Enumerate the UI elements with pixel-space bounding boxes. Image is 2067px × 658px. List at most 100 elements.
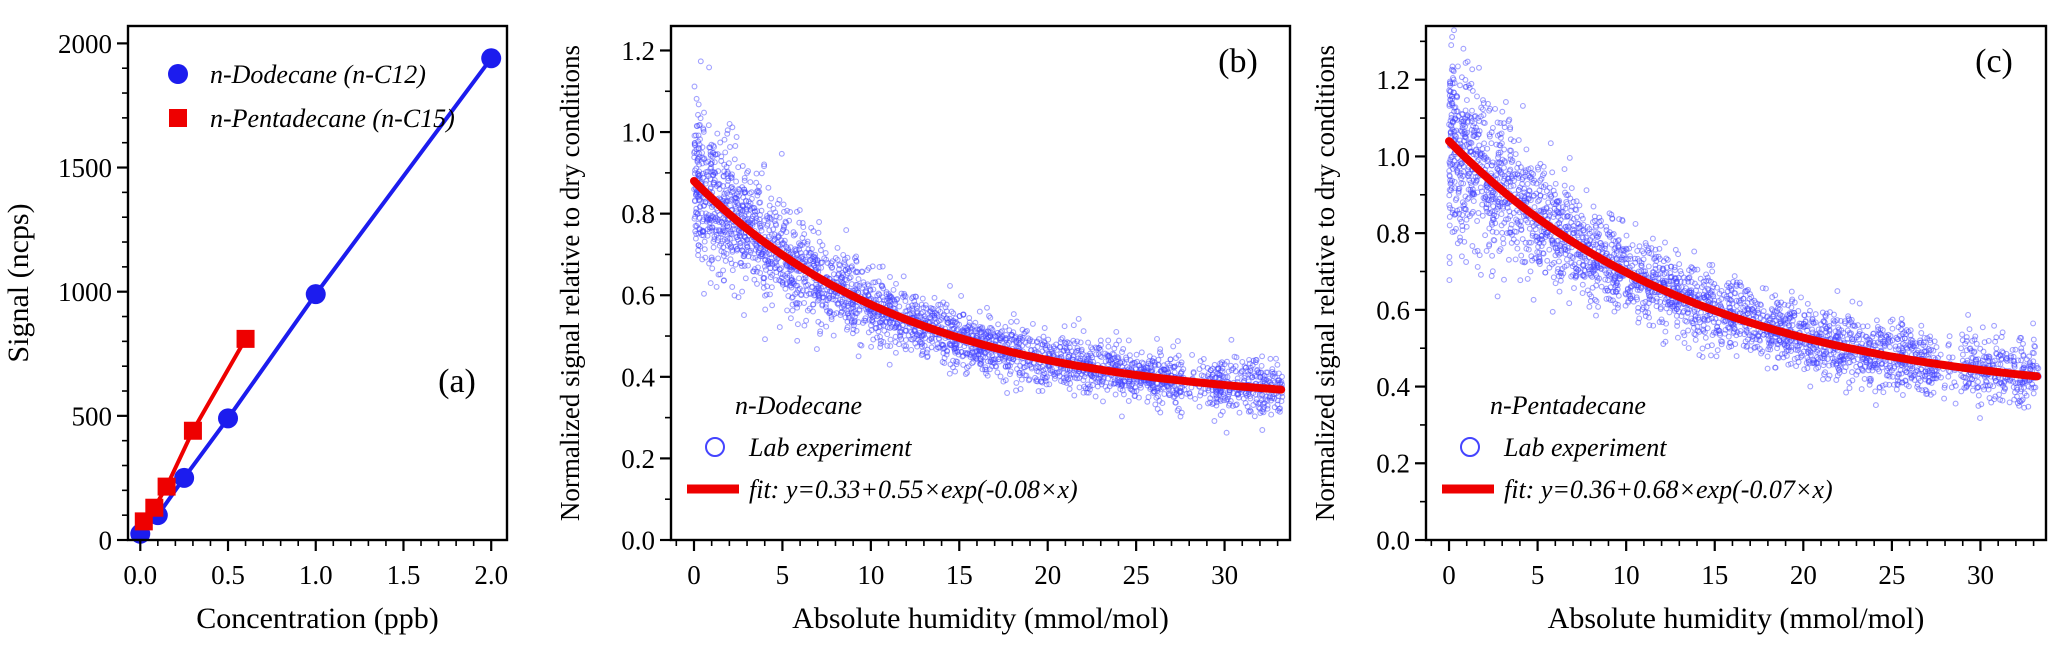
data-point <box>830 271 837 278</box>
data-point <box>1672 267 1678 273</box>
data-point <box>1501 157 1508 164</box>
data-point <box>1249 362 1256 369</box>
data-point <box>1232 402 1239 409</box>
data-point <box>729 284 736 290</box>
data-point <box>1854 322 1861 329</box>
data-point <box>1211 361 1218 368</box>
data-point <box>731 292 738 299</box>
data-point <box>992 363 999 369</box>
data-point <box>1986 395 1993 401</box>
data-point <box>2010 353 2017 360</box>
data-point <box>1479 212 1486 219</box>
data-point <box>760 274 767 281</box>
data-point <box>919 309 926 316</box>
data-point <box>1494 165 1501 172</box>
data-point <box>1529 232 1536 239</box>
data-point <box>801 300 808 306</box>
data-point <box>884 324 891 331</box>
data-point <box>868 343 875 350</box>
data-point <box>1924 390 1931 397</box>
data-point <box>1662 338 1669 345</box>
data-point <box>701 155 708 162</box>
data-point <box>1008 318 1015 325</box>
data-point <box>1080 377 1087 384</box>
data-point <box>1699 345 1706 352</box>
data-point <box>901 342 908 349</box>
data-point <box>964 369 970 376</box>
data-point <box>761 217 768 224</box>
data-point <box>810 301 817 308</box>
data-point <box>1718 341 1725 348</box>
data-point <box>731 201 738 208</box>
data-point <box>1145 394 1152 401</box>
data-point <box>864 281 871 288</box>
calibration-series <box>130 48 502 544</box>
data-point <box>1892 346 1899 353</box>
data-point <box>1886 344 1893 350</box>
data-point <box>692 228 699 235</box>
data-point <box>1589 284 1596 291</box>
data-point <box>1941 384 1948 391</box>
data-point <box>692 167 698 174</box>
data-point <box>1981 354 1988 360</box>
data-point <box>850 304 857 311</box>
data-point <box>747 249 754 256</box>
data-point <box>1205 400 1211 407</box>
data-point <box>982 364 989 371</box>
data-point <box>1464 172 1471 179</box>
data-point <box>760 284 767 291</box>
data-point <box>1632 220 1639 227</box>
data-point <box>1834 288 1841 295</box>
data-point <box>1257 410 1264 416</box>
data-point <box>1082 370 1089 377</box>
data-point <box>759 253 766 260</box>
data-point <box>2028 384 2035 391</box>
data-point <box>1170 343 1177 350</box>
data-point <box>1016 369 1023 376</box>
data-point <box>779 278 786 285</box>
data-point <box>711 177 718 184</box>
data-point <box>1538 243 1545 250</box>
data-point <box>1263 393 1270 400</box>
data-point <box>1133 388 1140 394</box>
data-point <box>779 281 786 288</box>
data-point <box>728 175 735 181</box>
data-point <box>752 208 758 215</box>
data-point <box>732 261 739 268</box>
data-point <box>1454 240 1461 247</box>
data-point <box>796 207 803 214</box>
data-point <box>696 204 703 211</box>
data-point <box>1041 325 1048 331</box>
data-point <box>783 229 790 236</box>
data-point <box>813 260 820 267</box>
data-point <box>712 214 719 221</box>
data-point <box>1156 349 1163 356</box>
data-point <box>734 195 741 202</box>
data-point <box>810 228 817 235</box>
legend-square-marker <box>169 109 187 127</box>
data-point <box>1923 388 1930 395</box>
data-point <box>1047 370 1054 377</box>
data-point <box>1492 105 1499 112</box>
data-point <box>1044 342 1051 349</box>
data-point <box>1018 376 1025 383</box>
data-point <box>2030 320 2037 327</box>
data-point <box>762 257 769 264</box>
data-point <box>1051 375 1058 382</box>
data-point <box>887 343 894 350</box>
data-point <box>1059 335 1066 341</box>
circle-marker <box>174 467 195 488</box>
data-point <box>1773 300 1780 307</box>
data-point <box>1055 370 1061 377</box>
data-point <box>903 327 910 334</box>
data-point <box>822 304 829 311</box>
data-point <box>1539 172 1546 179</box>
data-point <box>1105 343 1112 350</box>
data-point <box>768 195 775 202</box>
data-point <box>786 272 793 279</box>
data-point <box>982 331 989 338</box>
data-point <box>852 313 858 320</box>
data-point <box>1688 279 1695 285</box>
data-point <box>1457 140 1464 147</box>
data-point <box>954 359 961 365</box>
